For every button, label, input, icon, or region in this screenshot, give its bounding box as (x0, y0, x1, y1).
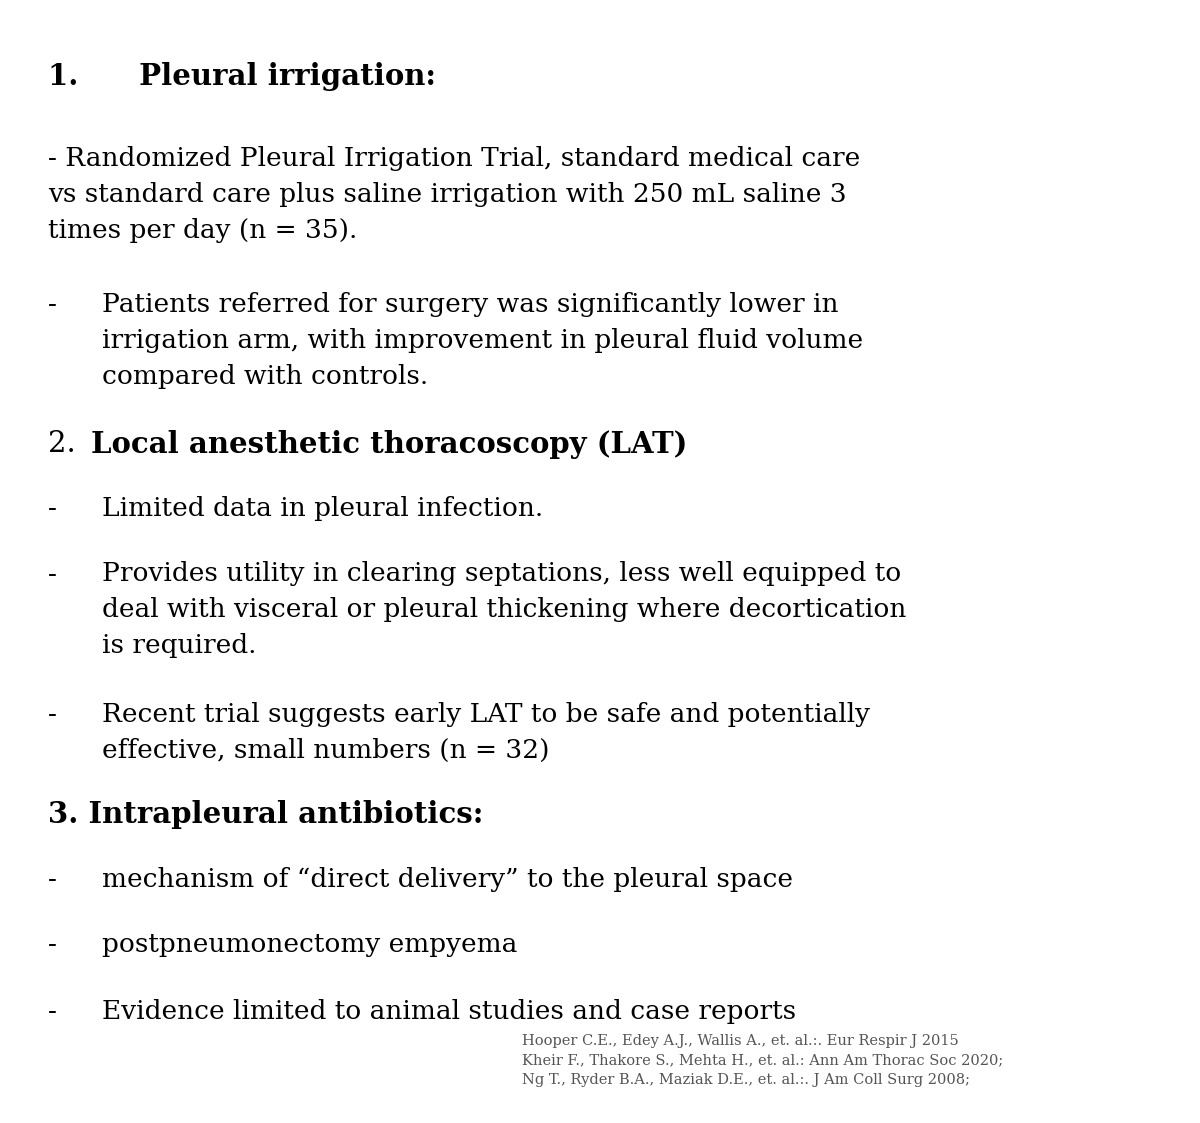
Text: 2.: 2. (48, 430, 76, 458)
Text: -: - (48, 702, 56, 727)
Text: -: - (48, 292, 56, 317)
Text: Patients referred for surgery was significantly lower in
irrigation arm, with im: Patients referred for surgery was signif… (102, 292, 863, 389)
Text: Evidence limited to animal studies and case reports: Evidence limited to animal studies and c… (102, 999, 796, 1024)
Text: 1.      Pleural irrigation:: 1. Pleural irrigation: (48, 62, 436, 91)
Text: Local anesthetic thoracoscopy (LAT): Local anesthetic thoracoscopy (LAT) (91, 430, 688, 459)
Text: -: - (48, 932, 56, 957)
Text: Recent trial suggests early LAT to be safe and potentially
effective, small numb: Recent trial suggests early LAT to be sa… (102, 702, 870, 763)
Text: -: - (48, 496, 56, 521)
Text: mechanism of “direct delivery” to the pleural space: mechanism of “direct delivery” to the pl… (102, 867, 793, 892)
Text: - Randomized Pleural Irrigation Trial, standard medical care
vs standard care pl: - Randomized Pleural Irrigation Trial, s… (48, 146, 860, 243)
Text: Provides utility in clearing septations, less well equipped to
deal with viscera: Provides utility in clearing septations,… (102, 562, 906, 658)
Text: -: - (48, 999, 56, 1024)
Text: -: - (48, 562, 56, 586)
Text: 3. Intrapleural antibiotics:: 3. Intrapleural antibiotics: (48, 800, 484, 829)
Text: -: - (48, 867, 56, 892)
Text: postpneumonectomy empyema: postpneumonectomy empyema (102, 932, 517, 957)
Text: Hooper C.E., Edey A.J., Wallis A., et. al.:. Eur Respir J 2015
Kheir F., Thakore: Hooper C.E., Edey A.J., Wallis A., et. a… (522, 1034, 1003, 1087)
Text: Limited data in pleural infection.: Limited data in pleural infection. (102, 496, 544, 521)
